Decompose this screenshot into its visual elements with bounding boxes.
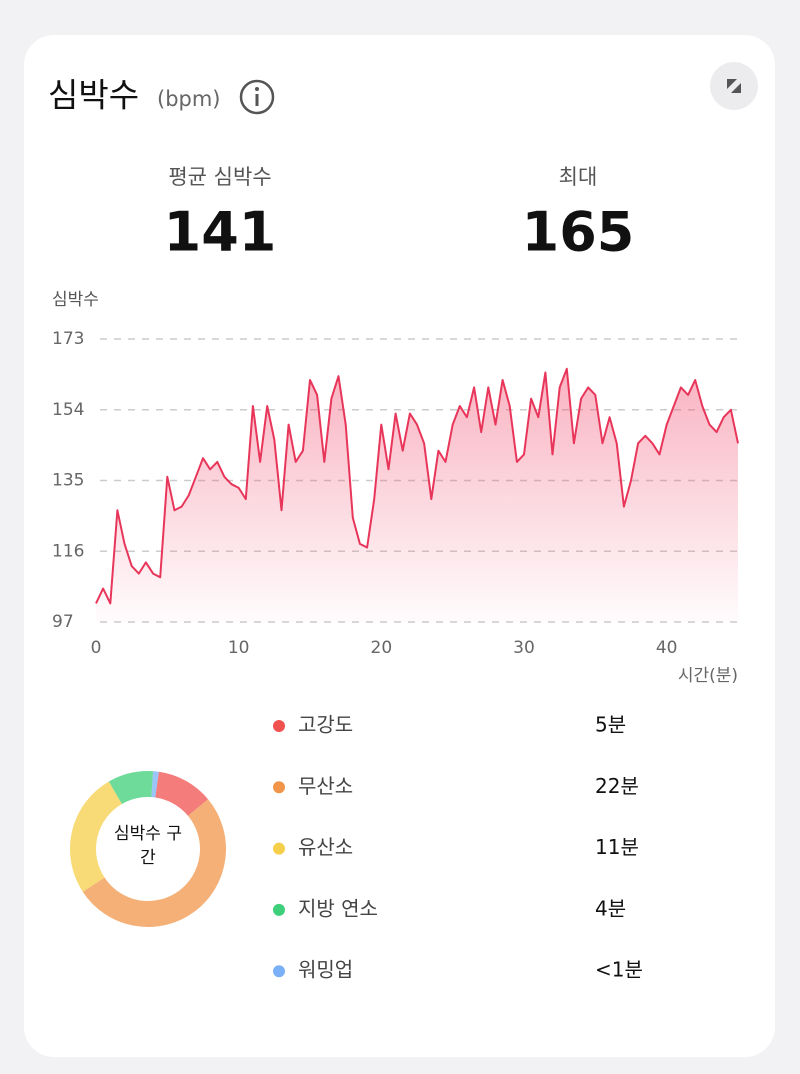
legend-label: 지방 연소	[298, 896, 378, 920]
zone-duration: 22분	[595, 774, 639, 798]
legend-dot	[273, 965, 285, 978]
x-axis-title: 시간(분)	[678, 666, 738, 686]
unit: (bpm)	[157, 87, 221, 111]
info-icon[interactable]	[239, 79, 275, 115]
donut-segment	[154, 771, 209, 817]
y-tick-label: 173	[52, 329, 84, 349]
legend-label: 무산소	[298, 774, 353, 798]
legend-dot	[273, 842, 285, 855]
legend-dot	[273, 903, 285, 916]
zone-duration: 11분	[595, 835, 639, 859]
donut-center: 심박수 구간	[114, 824, 182, 868]
stat-label: 평균 심박수	[168, 165, 271, 189]
legend-label: 유산소	[298, 835, 353, 859]
y-tick-label: 135	[52, 471, 84, 491]
donut-segment	[70, 781, 123, 892]
zone-duration: 5분	[595, 713, 626, 737]
stat-value: 141	[164, 201, 277, 264]
y-axis-title: 심박수	[52, 290, 99, 310]
x-tick-label: 30	[513, 638, 535, 658]
stat-label: 최대	[559, 165, 598, 189]
stat-value: 165	[522, 201, 635, 264]
legend-dot	[273, 720, 285, 732]
legend-label: 고강도	[298, 713, 353, 737]
y-tick-label: 97	[52, 612, 74, 632]
donut-segment	[108, 771, 154, 805]
legend-label: 워밍업	[298, 958, 353, 982]
title: 심박수	[48, 76, 139, 115]
x-tick-label: 10	[228, 638, 250, 658]
y-tick-label: 154	[52, 400, 84, 420]
y-tick-label: 116	[52, 541, 84, 561]
zone-duration: <1분	[595, 958, 643, 982]
x-tick-label: 40	[656, 638, 678, 658]
zone-duration: 4분	[595, 896, 626, 920]
area	[96, 368, 738, 622]
expand-button[interactable]	[710, 62, 758, 110]
x-tick-label: 20	[371, 638, 393, 658]
line	[95, 367, 739, 605]
donut-segment	[82, 799, 226, 927]
legend-dot	[273, 781, 285, 794]
x-tick-label: 0	[91, 638, 102, 658]
